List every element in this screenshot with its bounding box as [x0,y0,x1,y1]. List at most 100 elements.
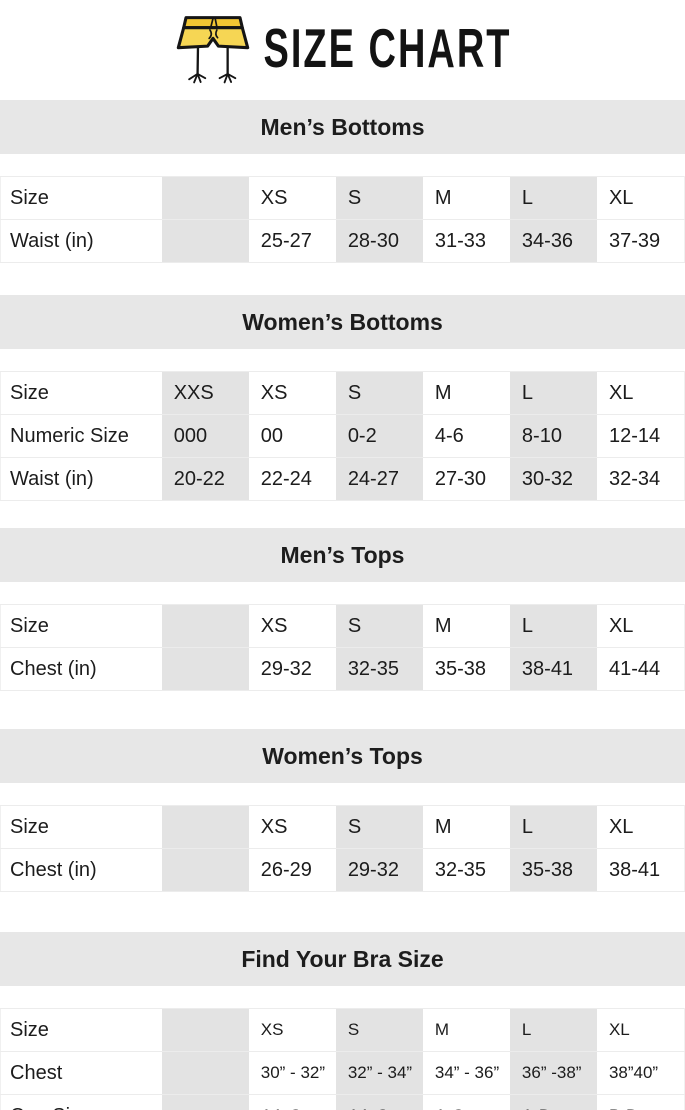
size-cell: XS [260,186,288,209]
section-title: Find Your Bra Size [0,932,685,986]
size-cell: 41-44 [596,647,685,691]
size-cell: 000 [161,414,249,458]
size-cell: L [509,1008,597,1052]
size-cell: L [509,604,597,648]
size-cell: 00 [248,414,336,458]
size-cell: 38-41 [596,848,685,892]
section-title: Men’s Tops [0,528,685,582]
size-cell: L [509,176,597,220]
size-section: Women’s Bottoms Size XXS XS S M L XL Numeric Siz… [0,295,685,501]
size-cell: 35-38 [422,647,510,691]
size-cell: 38-41 [509,647,597,691]
size-cell: 32-35 [422,848,510,892]
row-label: Size [10,186,49,209]
section-title: Women’s Bottoms [0,295,685,349]
size-cell: L [509,371,597,415]
section-title: Men’s Bottoms [0,100,685,154]
table-row: Chest 30” - 32” 32” - 34” 34” - 36” 36” -38”… [0,1051,685,1095]
page-title: SIZE CHART [263,18,512,80]
size-cell: B-D [596,1094,685,1110]
size-cell [161,176,249,220]
size-cell: M [434,186,452,209]
size-cell: AA-C [335,1094,423,1110]
row-label: Chest (in) [0,647,162,691]
size-table: Size XXS XS S M L XL Numeric Size 000 00 0-2 4-6 8-1… [0,371,685,501]
row-label: Size [10,381,49,404]
size-cell: 0-2 [335,414,423,458]
page-header: SIZE CHART [0,0,685,100]
size-cell: XL [608,186,634,209]
size-table: Size XS S M L XL Chest (in) 29-32 32-35 35-38 38-4… [0,604,685,691]
size-cell: S [335,176,423,220]
size-cell: 20-22 [161,457,249,501]
table-row: Size XS S M L XL [1,805,685,849]
size-cell: M [434,815,452,838]
size-cell: 28-30 [335,219,423,263]
size-section: Men’s Bottoms Size XS S M L XL Waist (in) 25-27 2… [0,100,685,263]
size-cell [161,1008,249,1052]
size-cell [161,848,249,892]
size-cell: 8-10 [509,414,597,458]
size-cell: M [434,614,452,637]
size-cell [161,805,249,849]
size-cell: AA-C [248,1094,336,1110]
size-cell: 29-32 [335,848,423,892]
size-cell: S [335,1008,423,1052]
size-cell: 27-30 [422,457,510,501]
row-label: Size [10,815,49,838]
row-label: Chest (in) [0,848,162,892]
table-row: Size XS S M L XL [1,604,685,648]
size-cell: S [335,805,423,849]
row-label: Waist (in) [0,457,162,501]
size-cell: 32-35 [335,647,423,691]
size-cell [161,1051,249,1095]
size-cell: XL [608,815,634,838]
size-cell: 4-6 [422,414,510,458]
size-table: Size XS S M L XL Chest (in) 26-29 29-32 32-35 35-3… [0,805,685,892]
row-label: Size [10,1018,49,1041]
size-cell [161,219,249,263]
size-cell: 34-36 [509,219,597,263]
size-section: Women’s Tops Size XS S M L XL Chest (in) 26-29 29… [0,729,685,892]
size-cell: 26-29 [248,848,336,892]
size-cell: 25-27 [248,219,336,263]
size-cell: 24-27 [335,457,423,501]
size-cell: 30” - 32” [248,1051,336,1095]
table-row: Size XS S M L XL [1,1008,685,1052]
size-cell: S [335,604,423,648]
size-cell: 31-33 [422,219,510,263]
size-cell: XL [608,381,634,404]
size-cell: 34” - 36” [422,1051,510,1095]
size-cell: 29-32 [248,647,336,691]
size-cell [161,604,249,648]
size-cell: XS [260,614,288,637]
size-cell: M [434,381,452,404]
size-cell [161,1094,249,1110]
size-cell: XL [608,1020,630,1039]
row-label: Waist (in) [0,219,162,263]
size-table: Size XS S M L XL Chest 30” - 32” 32” - 34” 34” - … [0,1008,685,1110]
table-row: Numeric Size 000 00 0-2 4-6 8-10 12-14 [0,414,685,458]
section-title: Women’s Tops [0,729,685,783]
table-row: Waist (in) 20-22 22-24 24-27 27-30 30-32 32-34 [0,457,685,501]
size-cell: 30-32 [509,457,597,501]
shorts-with-bird-legs-icon [174,13,252,87]
row-label: Numeric Size [0,414,162,458]
row-label: Chest [0,1051,162,1095]
table-row: Cup SizeAA-CAA-CA-CA-DB-D [0,1094,685,1110]
size-section: Find Your Bra Size Size XS S M L XL Chest 30” - … [0,932,685,1110]
size-cell [161,647,249,691]
table-row: Chest (in) 29-32 32-35 35-38 38-41 41-44 [0,647,685,691]
size-cell: 37-39 [596,219,685,263]
size-cell: XL [608,614,634,637]
size-cell: 32-34 [596,457,685,501]
row-label: Size [10,614,49,637]
row-label: Cup Size [0,1094,162,1110]
size-cell: 38”40” [596,1051,685,1095]
size-cell: 12-14 [596,414,685,458]
size-cell: 32” - 34” [335,1051,423,1095]
size-cell: S [335,371,423,415]
size-cell: XXS [161,371,249,415]
size-cell: 35-38 [509,848,597,892]
